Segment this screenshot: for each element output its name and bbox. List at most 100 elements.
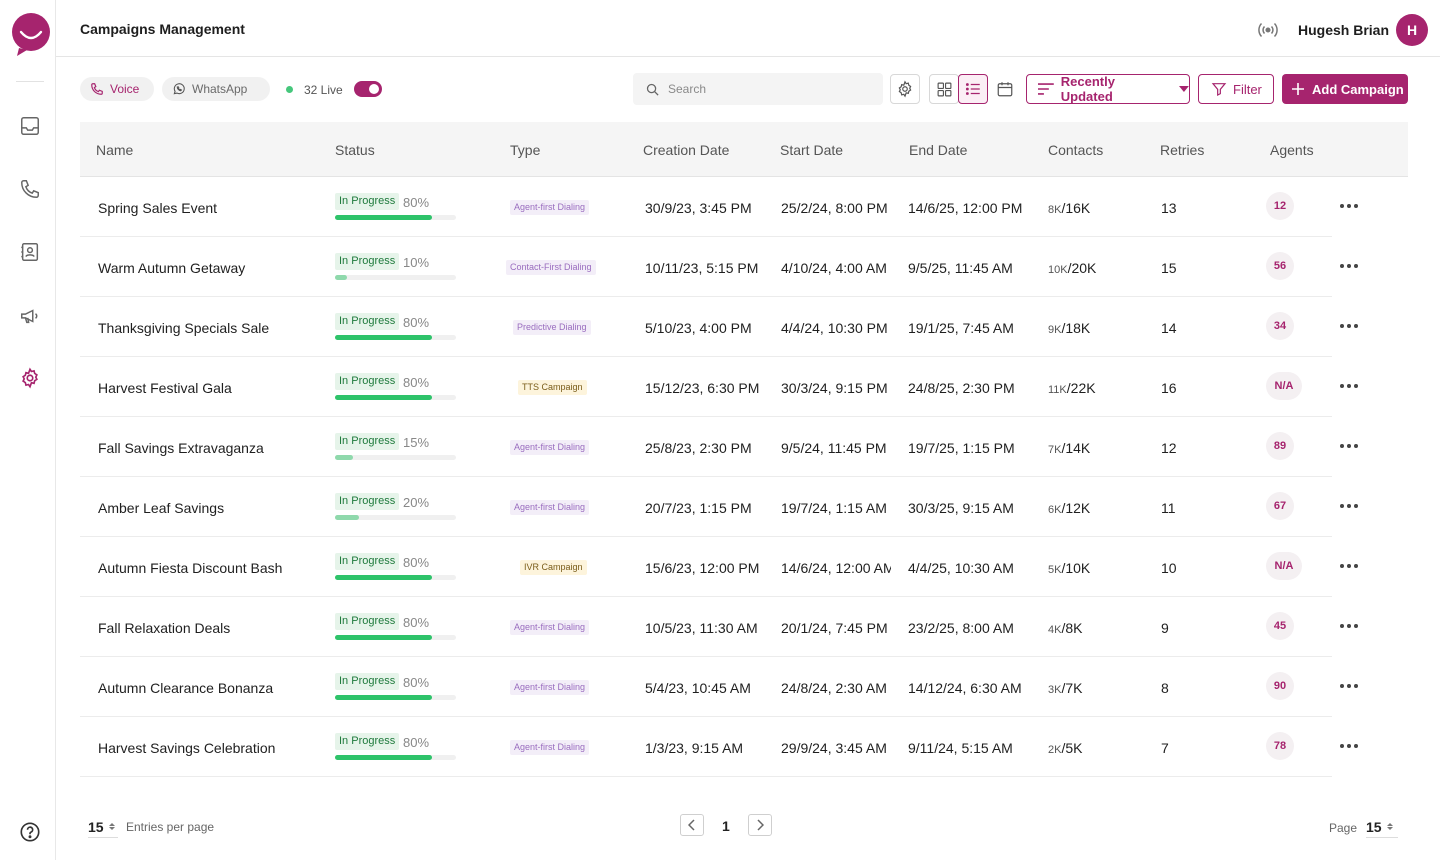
sidebar-item-campaigns[interactable]	[18, 304, 42, 328]
column-header-agents[interactable]: Agents	[1270, 142, 1314, 158]
progress-bar	[335, 575, 456, 580]
search-input[interactable]	[668, 82, 868, 96]
campaign-name[interactable]: Harvest Savings Celebration	[98, 740, 276, 756]
contacts-done: 11K	[1048, 384, 1067, 396]
progress-percent: 80%	[403, 555, 430, 570]
retries-count: 10	[1161, 560, 1177, 576]
sidebar-item-contacts[interactable]	[18, 240, 42, 264]
column-header-creation-date[interactable]: Creation Date	[643, 142, 730, 158]
campaign-name[interactable]: Warm Autumn Getaway	[98, 260, 246, 276]
contacts-count: 9K/18K	[1048, 320, 1090, 336]
channel-voice-label: Voice	[110, 82, 140, 96]
prev-page-button[interactable]	[680, 814, 704, 836]
contacts-count: 2K/5K	[1048, 740, 1082, 756]
row-actions-menu[interactable]	[1340, 199, 1358, 213]
table-row[interactable]: Thanksgiving Specials Sale In Progress 8…	[80, 297, 1358, 357]
contacts-count: 3K/7K	[1048, 680, 1082, 696]
more-dot	[1354, 624, 1358, 628]
column-header-retries[interactable]: Retries	[1160, 142, 1205, 158]
channel-voice-tab[interactable]: Voice	[80, 77, 154, 101]
column-header-contacts[interactable]: Contacts	[1048, 142, 1104, 158]
user-name[interactable]: Hugesh Brian	[1298, 22, 1390, 38]
campaign-name[interactable]: Fall Savings Extravaganza	[98, 440, 264, 456]
progress-bar-fill	[335, 275, 348, 280]
row-actions-menu[interactable]	[1340, 559, 1358, 573]
list-view-button[interactable]	[958, 74, 988, 104]
table-settings-button[interactable]	[890, 74, 920, 104]
table-row[interactable]: Spring Sales Event In Progress 80% Agent…	[80, 177, 1358, 237]
campaign-name[interactable]: Spring Sales Event	[98, 200, 218, 216]
live-count: 32 Live	[304, 83, 343, 97]
sidebar-item-inbox[interactable]	[18, 114, 42, 138]
campaign-name[interactable]: Amber Leaf Savings	[98, 500, 225, 516]
progress-bar	[335, 275, 456, 280]
progress-percent: 20%	[403, 495, 430, 510]
type-badge: Predictive Dialing	[513, 320, 591, 335]
contacts-done: 10K	[1048, 264, 1068, 276]
retries-count: 9	[1161, 620, 1169, 636]
column-header-name[interactable]: Name	[96, 142, 134, 158]
row-actions-menu[interactable]	[1340, 439, 1358, 453]
live-toggle[interactable]	[354, 81, 382, 97]
grid-view-button[interactable]	[929, 74, 959, 104]
agents-badge: 89	[1266, 432, 1294, 460]
page-number-current[interactable]: 1	[722, 818, 730, 834]
broadcast-icon[interactable]	[1256, 21, 1280, 39]
status-badge: In Progress	[335, 673, 400, 690]
contacts-done: 9K	[1048, 324, 1062, 336]
updown-arrows-icon	[1386, 823, 1393, 830]
creation-date: 10/11/23, 5:15 PM	[645, 260, 759, 276]
campaign-name[interactable]: Autumn Fiesta Discount Bash	[98, 560, 283, 576]
entries-per-page-select[interactable]: 15	[88, 816, 118, 838]
campaign-name[interactable]: Thanksgiving Specials Sale	[98, 320, 270, 336]
table-row[interactable]: Autumn Fiesta Discount Bash In Progress …	[80, 537, 1358, 597]
calendar-view-button[interactable]	[990, 74, 1020, 104]
type-badge: Agent-first Dialing	[510, 740, 590, 755]
column-header-type[interactable]: Type	[510, 142, 541, 158]
next-page-button[interactable]	[748, 814, 772, 836]
row-actions-menu[interactable]	[1340, 319, 1358, 333]
end-date: 30/3/25, 9:15 AM	[908, 500, 1014, 516]
table-row[interactable]: Fall Relaxation Deals In Progress 80% Ag…	[80, 597, 1358, 657]
page-select[interactable]: 15	[1366, 816, 1398, 838]
row-actions-menu[interactable]	[1340, 619, 1358, 633]
sidebar-help[interactable]	[18, 820, 42, 844]
campaign-name[interactable]: Fall Relaxation Deals	[98, 620, 231, 636]
table-row[interactable]: Amber Leaf Savings In Progress 20% Agent…	[80, 477, 1358, 537]
column-header-status[interactable]: Status	[335, 142, 375, 158]
table-row[interactable]: Harvest Festival Gala In Progress 80% TT…	[80, 357, 1358, 417]
row-actions-menu[interactable]	[1340, 679, 1358, 693]
campaign-name[interactable]: Harvest Festival Gala	[98, 380, 232, 396]
sort-dropdown[interactable]: Recently Updated	[1026, 74, 1190, 104]
more-dot	[1340, 384, 1344, 388]
user-avatar[interactable]: H	[1396, 14, 1428, 46]
end-date: 19/1/25, 7:45 AM	[908, 320, 1014, 336]
campaign-name[interactable]: Autumn Clearance Bonanza	[98, 680, 274, 696]
row-actions-menu[interactable]	[1340, 499, 1358, 513]
start-date: 29/9/24, 3:45 AM	[781, 740, 887, 756]
table-row[interactable]: Fall Savings Extravaganza In Progress 15…	[80, 417, 1358, 477]
filter-button[interactable]: Filter	[1198, 74, 1274, 104]
row-actions-menu[interactable]	[1340, 259, 1358, 273]
start-date: 30/3/24, 9:15 PM	[781, 380, 888, 396]
progress-percent: 80%	[403, 675, 430, 690]
column-header-start-date[interactable]: Start Date	[780, 142, 844, 158]
add-campaign-button[interactable]: Add Campaign	[1282, 74, 1408, 104]
sidebar-item-settings[interactable]	[18, 366, 42, 390]
column-header-end-date[interactable]: End Date	[909, 142, 968, 158]
brand-logo[interactable]	[11, 12, 51, 56]
channel-whatsapp-tab[interactable]: WhatsApp	[162, 77, 270, 101]
table-row[interactable]: Harvest Savings Celebration In Progress …	[80, 717, 1358, 777]
contacts-total: /10K	[1061, 560, 1091, 576]
row-actions-menu[interactable]	[1340, 739, 1358, 753]
type-badge: Agent-first Dialing	[510, 200, 590, 215]
more-dot	[1354, 204, 1358, 208]
contacts-total: /18K	[1061, 320, 1091, 336]
contacts-done: 8K	[1048, 204, 1062, 216]
table-row[interactable]: Autumn Clearance Bonanza In Progress 80%…	[80, 657, 1358, 717]
sidebar-item-calls[interactable]	[18, 177, 42, 201]
row-actions-menu[interactable]	[1340, 379, 1358, 393]
table-row[interactable]: Warm Autumn Getaway In Progress 10% Cont…	[80, 237, 1358, 297]
more-dot	[1340, 624, 1344, 628]
progress-percent: 15%	[403, 435, 430, 450]
